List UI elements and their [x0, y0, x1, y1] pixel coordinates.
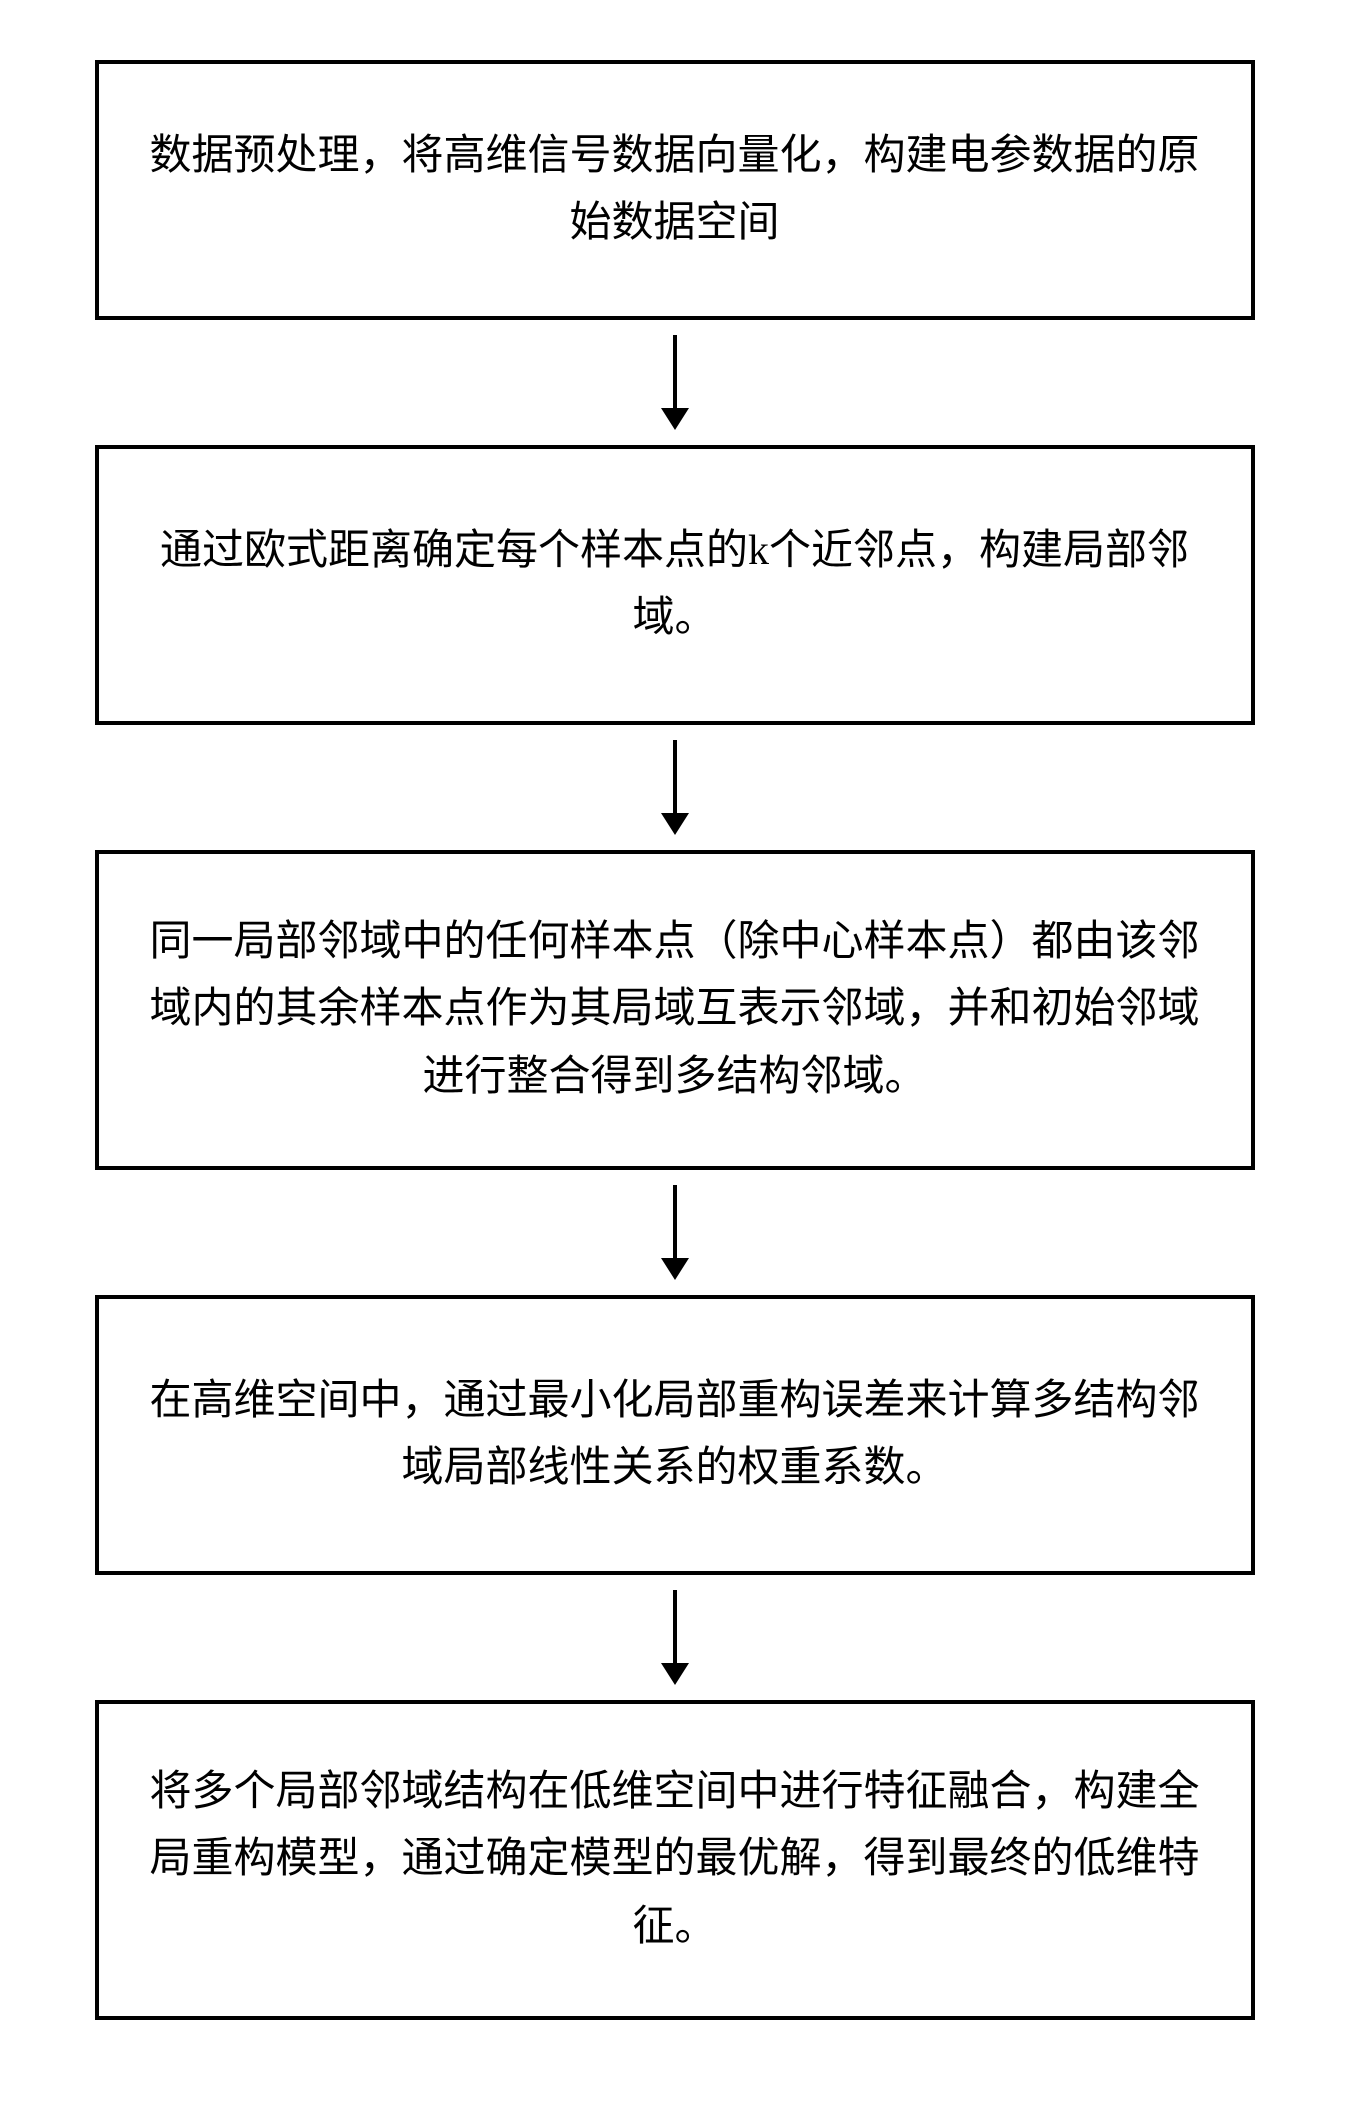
- flowchart-step-4-text: 在高维空间中，通过最小化局部重构误差来计算多结构邻域局部线性关系的权重系数。: [149, 1368, 1201, 1502]
- arrow-line: [673, 1590, 677, 1665]
- arrow-head-icon: [661, 1663, 689, 1685]
- arrow-head-icon: [661, 1258, 689, 1280]
- flowchart-step-1: 数据预处理，将高维信号数据向量化，构建电参数据的原始数据空间: [95, 60, 1255, 320]
- flowchart-arrow-4: [661, 1590, 689, 1685]
- flowchart-step-2: 通过欧式距离确定每个样本点的k个近邻点，构建局部邻域。: [95, 445, 1255, 725]
- flowchart-step-5: 将多个局部邻域结构在低维空间中进行特征融合，构建全局重构模型，通过确定模型的最优…: [95, 1700, 1255, 2020]
- arrow-head-icon: [661, 408, 689, 430]
- flowchart-container: 数据预处理，将高维信号数据向量化，构建电参数据的原始数据空间 通过欧式距离确定每…: [80, 60, 1269, 2020]
- flowchart-arrow-3: [661, 1185, 689, 1280]
- flowchart-step-3: 同一局部邻域中的任何样本点（除中心样本点）都由该邻域内的其余样本点作为其局域互表…: [95, 850, 1255, 1170]
- arrow-line: [673, 740, 677, 815]
- flowchart-step-5-text: 将多个局部邻域结构在低维空间中进行特征融合，构建全局重构模型，通过确定模型的最优…: [149, 1759, 1201, 1961]
- flowchart-arrow-1: [661, 335, 689, 430]
- flowchart-arrow-2: [661, 740, 689, 835]
- flowchart-step-3-text: 同一局部邻域中的任何样本点（除中心样本点）都由该邻域内的其余样本点作为其局域互表…: [149, 909, 1201, 1111]
- flowchart-step-2-text: 通过欧式距离确定每个样本点的k个近邻点，构建局部邻域。: [149, 518, 1201, 652]
- arrow-head-icon: [661, 813, 689, 835]
- flowchart-step-4: 在高维空间中，通过最小化局部重构误差来计算多结构邻域局部线性关系的权重系数。: [95, 1295, 1255, 1575]
- flowchart-step-1-text: 数据预处理，将高维信号数据向量化，构建电参数据的原始数据空间: [149, 123, 1201, 257]
- arrow-line: [673, 1185, 677, 1260]
- arrow-line: [673, 335, 677, 410]
